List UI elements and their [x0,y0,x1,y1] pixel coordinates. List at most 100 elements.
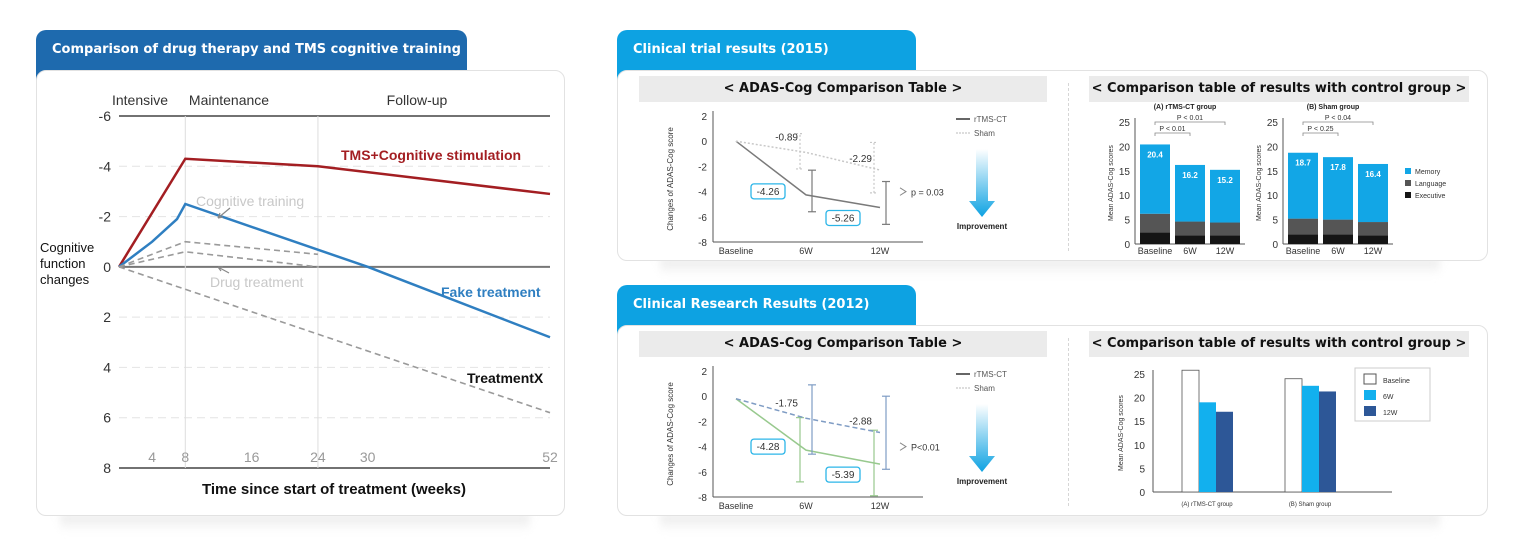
y-tick-label: 15 [1267,167,1279,178]
sham-value-label: -2.29 [849,154,872,165]
clinical-research-2012-card: < ADAS-Cog Comparison Table > < Comparis… [617,325,1488,516]
legend-swatch [1405,192,1411,198]
sham-value-label: -1.75 [775,398,798,409]
bar-segment-language [1358,222,1388,236]
series-line-rtms-ct [735,398,881,465]
improvement-label: Improvement [957,222,1008,231]
bar-segment-memory [1323,157,1353,220]
sham-value-label: -0.89 [775,132,798,143]
y-tick-label: -2 [99,209,112,225]
x-tick-label: Baseline [1138,246,1173,256]
legend-swatch [1363,373,1377,385]
bar-12w [1216,411,1233,492]
card-shadow [60,514,530,532]
significance-bracket [1154,121,1226,125]
y-tick-label: 0 [701,392,707,403]
bar-segment-language [1210,222,1240,236]
bar-segment-memory [1288,152,1318,219]
bar-segment-memory [1175,164,1205,222]
y-tick-label: 5 [1139,464,1145,475]
significance-bracket [1302,121,1374,125]
series-line-rtms-ct [735,140,881,209]
bar-segment-executive [1140,232,1170,244]
y-tick-label: -6 [99,108,112,124]
y-axis-label: Mean ADAS-Cog scores [1256,145,1263,221]
x-tick-label: 4 [148,449,156,465]
bar-segment-executive [1210,235,1240,244]
bar-12w [1319,391,1336,492]
phase-label: Maintenance [189,92,269,108]
series-line-drug-treatment [118,250,319,268]
y-tick-label: 10 [1134,441,1146,452]
highlight-box [750,183,786,200]
x-tick-label: 52 [542,449,558,465]
x-tick-label: 6W [799,246,813,256]
x-tick-label: Baseline [1286,246,1321,256]
legend-label: Memory [1415,169,1441,176]
rtms-value-label: -5.26 [832,213,855,224]
y-tick-label: 25 [1119,118,1131,129]
y-tick-label: 15 [1134,417,1146,428]
legend-swatch [1405,180,1411,186]
bracket-icon [899,442,907,451]
x-tick-label: (B) Sham group [1289,502,1332,508]
y-tick-label: 4 [103,359,111,375]
card-shadow [660,514,1440,532]
significance-bracket [1154,132,1191,136]
series-line-cognitive-training [118,240,318,268]
y-tick-label: 0 [701,137,707,148]
y-axis-label: Changes of ADAS-Cog score [666,127,675,231]
y-axis-label: Mean ADAS-Cog scores [1108,145,1115,221]
y-tick-label: -4 [698,188,707,199]
series-line-sham [735,140,881,171]
x-tick-label: 6W [1183,246,1197,256]
significance-label: P < 0.25 [1307,126,1333,133]
x-tick-label: 12W [871,246,890,256]
control-group-2015-chart: 0 5 10 15 20 25 Mean ADAS-Cog scores (A) rTMS-C… [1108,104,1446,256]
bar-segment-executive [1175,235,1205,244]
sham-value-label: -2.88 [849,416,872,427]
x-tick-label: 6W [799,501,813,511]
significance-label: P < 0.01 [1177,115,1203,122]
y-axis-label: changes [40,272,90,287]
improvement-arrow-icon [969,149,995,217]
clinical-trial-2015-card: < ADAS-Cog Comparison Table > < Comparis… [617,70,1488,261]
y-tick-label: 10 [1267,191,1279,202]
card-shadow [660,258,1440,276]
y-tick-label: -2 [698,417,707,428]
significance-bracket [1302,132,1339,136]
y-tick-label: 15 [1119,167,1131,178]
x-tick-label: 12W [871,501,890,511]
divider [1068,338,1069,506]
panel-title: Comparison of drug therapy and TMS cogni… [52,42,461,57]
panel-title: Clinical trial results (2015) [633,42,829,57]
highlight-box [825,466,861,483]
phase-label: Intensive [112,92,168,108]
adas-cog-2015-chart: 2 0 -2 -4 -6 -8 Baseline 6W 12W Changes of ADAS-C… [666,111,1008,256]
y-tick-label: -6 [698,468,707,479]
y-axis-label: function [40,256,86,271]
bar-segment-language [1140,213,1170,233]
control-group-subhead: < Comparison table of results with contr… [1089,331,1469,357]
divider [1068,83,1069,251]
bar-segment-executive [1323,234,1353,244]
bar-baseline [1181,369,1200,493]
annotation-fake-treatment: Fake treatment [441,284,541,300]
bar-segment-language [1175,221,1205,236]
bar-segment-language [1323,219,1353,235]
legend-label: Executive [1415,193,1445,200]
bar-segment-memory [1210,169,1240,223]
x-tick-label: 16 [244,449,260,465]
y-tick-label: 0 [1139,488,1145,499]
group-title: (A) rTMS-CT group [1154,104,1217,111]
highlight-box [825,209,861,227]
y-axis-label: Changes of ADAS-Cog score [666,382,675,486]
legend-label: 12W [1383,410,1398,417]
legend-swatch [1405,168,1411,174]
y-tick-label: 0 [103,259,111,275]
bar-6w [1199,402,1216,492]
drug-vs-tms-card: Intensive Maintenance Follow-up -6 -4 -2 0 2 4 6 8… [36,70,565,516]
highlight-box [750,438,786,455]
bar-segment-executive [1358,235,1388,244]
rtms-value-label: -4.26 [757,187,780,198]
